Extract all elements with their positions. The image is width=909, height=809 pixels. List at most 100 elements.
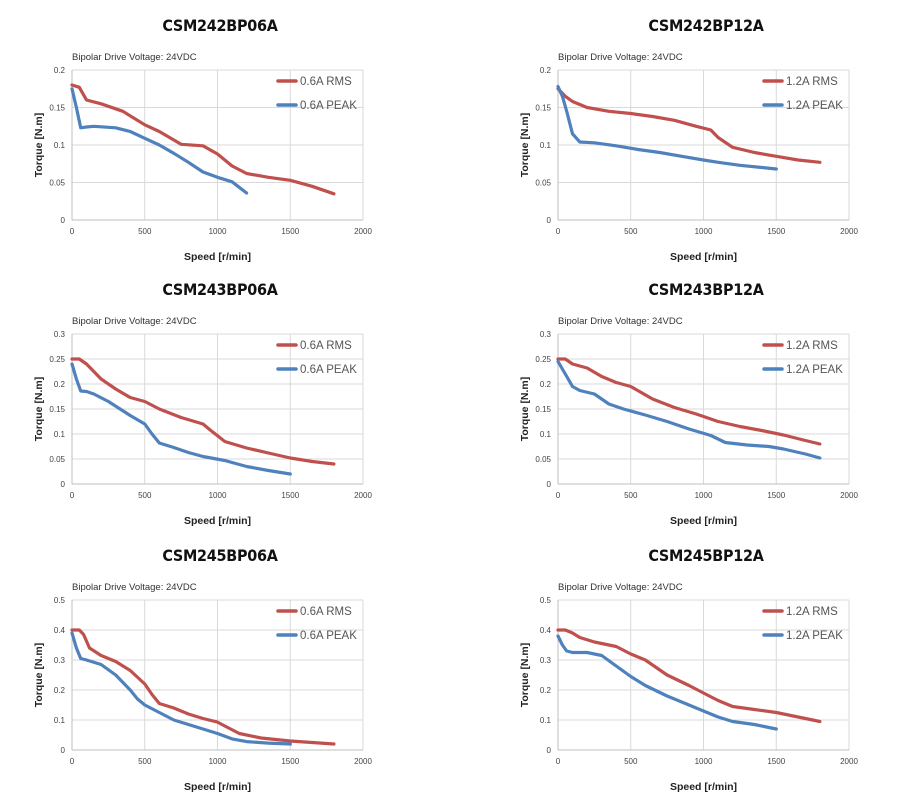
y-tick-label: 0.2 (54, 686, 66, 695)
y-tick-label: 0.15 (49, 104, 65, 113)
x-tick-label: 1500 (767, 491, 785, 500)
chart-subtitle: Bipolar Drive Voltage: 24VDC (558, 582, 683, 593)
x-tick-label: 1000 (695, 227, 713, 236)
y-tick-label: 0.05 (535, 455, 551, 464)
y-tick-label: 0.5 (54, 596, 66, 605)
series-line-peak (70, 362, 292, 476)
series-line-peak (556, 84, 778, 171)
chart-panel-4: CSM243BP12A Bipolar Drive Voltage: 24VDC… (486, 278, 909, 543)
x-tick-label: 500 (138, 491, 152, 500)
x-tick-label: 500 (138, 227, 152, 236)
y-axis-label: Torque [N.m] (519, 643, 531, 708)
chart-title: CSM243BP06A (162, 280, 278, 299)
x-axis-label: Speed [r/min] (184, 251, 251, 263)
y-tick-label: 0.1 (540, 141, 552, 150)
x-tick-label: 0 (70, 227, 75, 236)
chart-panel-3: CSM243BP06A Bipolar Drive Voltage: 24VDC… (0, 278, 440, 543)
x-tick-label: 1500 (281, 491, 299, 500)
chart-panel-2: CSM242BP12A Bipolar Drive Voltage: 24VDC… (486, 14, 909, 279)
x-tick-label: 2000 (840, 227, 858, 236)
chart-subtitle: Bipolar Drive Voltage: 24VDC (558, 52, 683, 63)
x-tick-label: 0 (556, 757, 561, 766)
y-tick-label: 0.1 (54, 716, 66, 725)
y-tick-label: 0.05 (49, 455, 65, 464)
legend-label-peak: 0.6A PEAK (300, 630, 357, 642)
y-axis-label: Torque [N.m] (519, 113, 531, 178)
y-tick-label: 0.2 (540, 686, 552, 695)
legend-label-rms: 1.2A RMS (786, 606, 838, 618)
y-tick-label: 0.2 (54, 380, 66, 389)
x-tick-label: 1000 (209, 491, 227, 500)
chart-subtitle: Bipolar Drive Voltage: 24VDC (72, 582, 197, 593)
chart-csm245bp06a: Bipolar Drive Voltage: 24VDC 0 500 1000 1500… (33, 582, 372, 793)
y-tick-label: 0.15 (49, 405, 65, 414)
chart-csm242bp12a: Bipolar Drive Voltage: 24VDC 0 500 1000 1500… (519, 52, 858, 263)
x-tick-label: 0 (556, 491, 561, 500)
y-tick-label: 0 (547, 480, 552, 489)
y-tick-label: 0 (61, 480, 66, 489)
y-tick-label: 0 (547, 216, 552, 225)
y-tick-label: 0.15 (535, 405, 551, 414)
series-line-rms (556, 87, 822, 164)
x-tick-label: 2000 (354, 491, 372, 500)
chart-csm243bp12a: Bipolar Drive Voltage: 24VDC 0 500 1000 1500… (519, 316, 858, 527)
series-line-peak (556, 634, 778, 731)
x-tick-label: 2000 (840, 491, 858, 500)
y-tick-label: 0 (61, 216, 66, 225)
y-axis-label: Torque [N.m] (33, 377, 45, 442)
legend-label-rms: 0.6A RMS (300, 340, 352, 352)
chart-title: CSM243BP12A (648, 280, 764, 299)
x-tick-label: 1000 (209, 757, 227, 766)
chart-csm243bp06a: Bipolar Drive Voltage: 24VDC 0 500 1000 1500… (33, 316, 372, 527)
y-tick-label: 0.3 (54, 656, 66, 665)
y-tick-label: 0 (61, 746, 66, 755)
x-tick-label: 1500 (281, 757, 299, 766)
y-tick-label: 0 (547, 746, 552, 755)
y-tick-label: 0.2 (540, 66, 552, 75)
series-line-rms (70, 628, 336, 746)
chart-csm242bp06a: Bipolar Drive Voltage: 24VDC 0 500 1000 1500… (33, 52, 372, 263)
chart-panel-5: CSM245BP06A Bipolar Drive Voltage: 24VDC… (0, 544, 440, 809)
series-line-rms (70, 83, 336, 196)
chart-panel-6: CSM245BP12A Bipolar Drive Voltage: 24VDC… (486, 544, 909, 809)
series-line-rms (70, 357, 336, 466)
x-axis-label: Speed [r/min] (670, 781, 737, 793)
legend-label-rms: 1.2A RMS (786, 340, 838, 352)
y-tick-label: 0.2 (54, 66, 66, 75)
y-axis-label: Torque [N.m] (519, 377, 531, 442)
legend-label-peak: 1.2A PEAK (786, 100, 843, 112)
x-tick-label: 1000 (695, 757, 713, 766)
series-line-rms (556, 357, 822, 446)
legend-label-peak: 1.2A PEAK (786, 630, 843, 642)
chart-title: CSM242BP12A (648, 16, 764, 35)
chart-title: CSM245BP12A (648, 546, 764, 565)
legend-label-rms: 1.2A RMS (786, 76, 838, 88)
legend-label-peak: 1.2A PEAK (786, 364, 843, 376)
chart-subtitle: Bipolar Drive Voltage: 24VDC (72, 316, 197, 327)
x-axis-label: Speed [r/min] (670, 515, 737, 527)
chart-title: CSM242BP06A (162, 16, 278, 35)
x-tick-label: 2000 (354, 757, 372, 766)
y-tick-label: 0.3 (540, 330, 552, 339)
chart-panel-1: CSM242BP06A Bipolar Drive Voltage: 24VDC… (0, 14, 440, 279)
x-tick-label: 500 (624, 227, 638, 236)
y-axis-label: Torque [N.m] (33, 643, 45, 708)
x-tick-label: 1000 (695, 491, 713, 500)
legend-label-rms: 0.6A RMS (300, 76, 352, 88)
x-axis-label: Speed [r/min] (670, 251, 737, 263)
y-tick-label: 0.05 (49, 179, 65, 188)
chart-subtitle: Bipolar Drive Voltage: 24VDC (72, 52, 197, 63)
x-tick-label: 1000 (209, 227, 227, 236)
y-tick-label: 0.1 (540, 716, 552, 725)
chart-csm245bp12a: Bipolar Drive Voltage: 24VDC 0 500 1000 1500… (519, 582, 858, 793)
x-tick-label: 0 (70, 757, 75, 766)
y-tick-label: 0.25 (535, 355, 551, 364)
x-tick-label: 1500 (767, 757, 785, 766)
legend-label-peak: 0.6A PEAK (300, 100, 357, 112)
y-tick-label: 0.5 (540, 596, 552, 605)
series-line-peak (70, 631, 292, 746)
chart-subtitle: Bipolar Drive Voltage: 24VDC (558, 316, 683, 327)
x-axis-label: Speed [r/min] (184, 515, 251, 527)
legend-label-peak: 0.6A PEAK (300, 364, 357, 376)
x-tick-label: 0 (70, 491, 75, 500)
